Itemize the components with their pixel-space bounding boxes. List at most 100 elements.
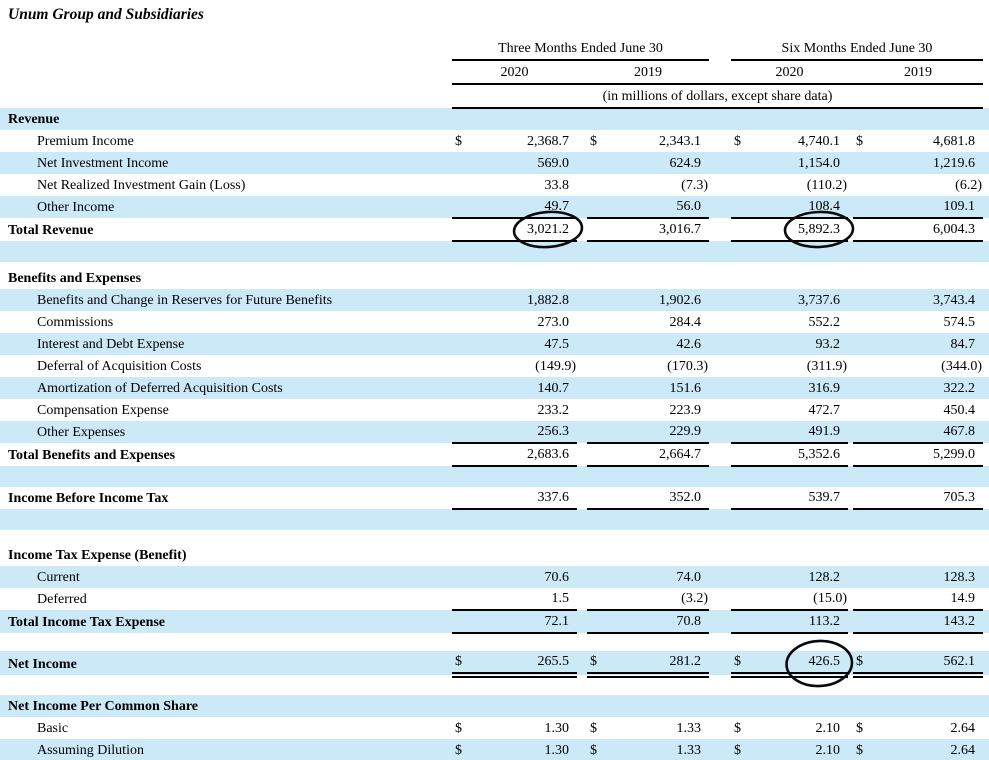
- currency-symbol: [856, 175, 860, 196]
- currency-symbol: $: [590, 654, 597, 669]
- currency-symbol: $: [455, 743, 462, 758]
- row-edge: [983, 651, 989, 675]
- value-cell: 256.3: [452, 421, 577, 444]
- value-cell: $2,368.7: [452, 130, 577, 152]
- row-edge: [983, 588, 989, 610]
- table-row: Revenue: [0, 108, 989, 130]
- currency-symbol: [455, 334, 459, 355]
- currency-symbol: [856, 567, 860, 588]
- value-cell: 1,154.0: [731, 152, 848, 174]
- currency-symbol: [856, 487, 860, 508]
- value: 3,021.2: [527, 222, 569, 237]
- row-label: Basic: [37, 721, 69, 736]
- table-row: Total Revenue 3,021.2 3,016.7 5,892.3 6,…: [0, 218, 989, 242]
- row-edge: [983, 218, 989, 241]
- units-note-row: (in millions of dollars, except share da…: [0, 84, 989, 109]
- year-header-row: 2020 2019 2020 2019: [0, 60, 989, 85]
- column-gap: [577, 443, 587, 466]
- value-cell: [731, 695, 848, 717]
- column-gap: [709, 377, 731, 399]
- value-cell: $562.1: [853, 651, 983, 678]
- row-label: Deferred: [37, 592, 87, 607]
- value: 109.1: [943, 199, 976, 214]
- row-edge: [983, 333, 989, 355]
- value-cell: 574.5: [853, 311, 983, 333]
- value: (110.2): [806, 178, 847, 193]
- value: (7.3): [681, 178, 708, 193]
- header-gap: [709, 60, 731, 85]
- currency-symbol: $: [590, 721, 597, 736]
- row-label: Amortization of Deferred Acquisition Cos…: [37, 381, 283, 396]
- currency-symbol: [856, 400, 860, 421]
- column-gap: [709, 443, 731, 466]
- value: 5,352.6: [798, 447, 840, 462]
- value: 472.7: [808, 403, 841, 418]
- units-note: (in millions of dollars, except share da…: [452, 84, 983, 109]
- currency-symbol: [455, 175, 459, 196]
- value: 47.5: [544, 337, 570, 352]
- currency-symbol: $: [734, 134, 741, 149]
- currency-symbol: $: [734, 654, 741, 669]
- value-cell: 472.7: [731, 399, 848, 421]
- value: 72.1: [544, 614, 570, 629]
- value-cell: [452, 544, 577, 566]
- header-spacer: [0, 84, 452, 108]
- row-edge: [983, 487, 989, 509]
- value-cell: 128.3: [853, 566, 983, 588]
- currency-symbol: [455, 567, 459, 588]
- value-cell: 223.9: [587, 399, 709, 421]
- column-gap: [709, 355, 731, 377]
- value: 624.9: [669, 156, 702, 171]
- currency-symbol: $: [734, 743, 741, 758]
- row-edge: [983, 262, 989, 289]
- value-cell: $2.10: [731, 739, 848, 760]
- value-cell: $265.5: [452, 651, 577, 678]
- value: 5,299.0: [933, 447, 975, 462]
- value: 705.3: [943, 490, 976, 505]
- column-gap: [577, 196, 587, 218]
- col-group-six-months: Six Months Ended June 30: [731, 37, 983, 61]
- value: 1,154.0: [798, 156, 840, 171]
- value: 5,892.3: [798, 222, 840, 237]
- value-cell: [853, 108, 983, 130]
- value-cell: 5,352.6: [731, 443, 848, 467]
- row-label: Premium Income: [37, 134, 134, 149]
- currency-symbol: $: [856, 654, 863, 669]
- value: 322.2: [943, 381, 976, 396]
- header-edge: [983, 60, 989, 84]
- value: 3,016.7: [659, 222, 701, 237]
- currency-symbol: [455, 611, 459, 632]
- value: 151.6: [669, 381, 702, 396]
- header-spacer: [0, 60, 452, 84]
- currency-symbol: $: [856, 721, 863, 736]
- value-cell: 316.9: [731, 377, 848, 399]
- value-cell: 233.2: [452, 399, 577, 421]
- value: 74.0: [676, 570, 702, 585]
- currency-symbol: $: [455, 721, 462, 736]
- currency-symbol: [734, 219, 738, 240]
- column-gap: [577, 566, 587, 588]
- value-cell: $2,343.1: [587, 130, 709, 152]
- currency-symbol: [856, 588, 860, 609]
- value: 2,683.6: [527, 447, 569, 462]
- value-cell: [587, 544, 709, 566]
- value: 70.6: [544, 570, 570, 585]
- table-row: Other Income 49.7 56.0 108.4 109.1: [0, 196, 989, 219]
- value: 1.5: [551, 591, 570, 606]
- value: 1,882.8: [527, 293, 569, 308]
- value-cell: [587, 262, 709, 289]
- income-statement-table: Three Months Ended June 30 Six Months En…: [0, 37, 989, 760]
- value: (3.2): [681, 591, 708, 606]
- currency-symbol: [734, 567, 738, 588]
- column-gap: [709, 610, 731, 633]
- currency-symbol: [734, 196, 738, 217]
- value: 229.9: [669, 424, 702, 439]
- row-label: Net Realized Investment Gain (Loss): [37, 178, 246, 193]
- column-gap: [577, 355, 587, 377]
- header-gap: [709, 37, 731, 60]
- column-gap: [709, 289, 731, 311]
- currency-symbol: [734, 588, 738, 609]
- value: 70.8: [676, 614, 702, 629]
- table-row: Deferred 1.5 (3.2) (15.0) 14.9: [0, 588, 989, 611]
